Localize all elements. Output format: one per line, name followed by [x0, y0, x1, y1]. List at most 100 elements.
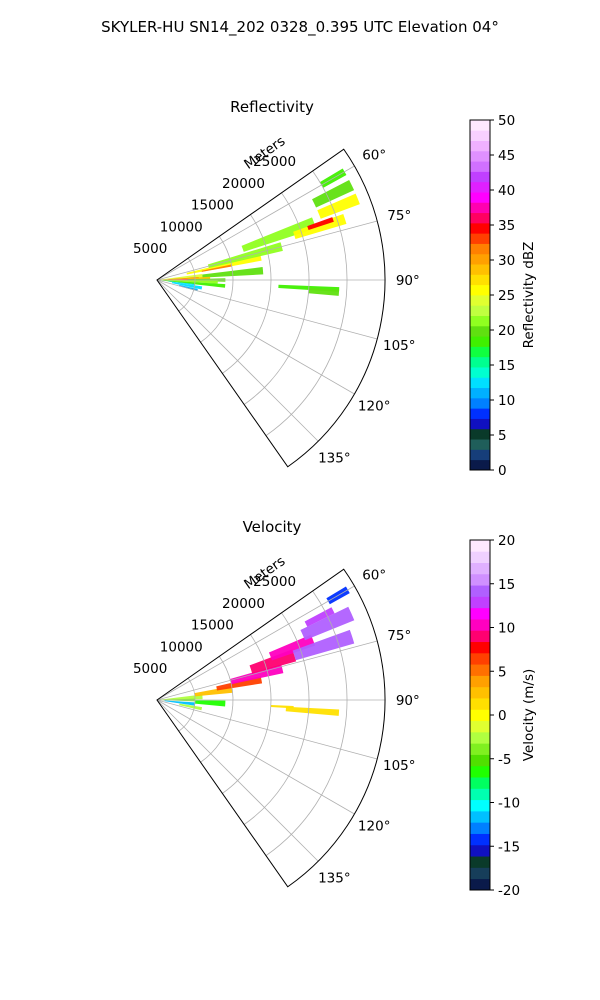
reflectivity-colorbar: 0 5 10 15 20 25 30 35 40 45 50 Reflectivity dBZ [469, 113, 537, 479]
colorbar-segment [470, 652, 490, 665]
colorbar-segment [470, 192, 490, 203]
data-cell [270, 704, 294, 709]
data-cell [179, 703, 203, 711]
colorbar-segment [470, 833, 490, 846]
colorbar-segment [470, 130, 490, 141]
theta-tick-label: 90° [396, 273, 420, 289]
colorbar-segment [470, 387, 490, 399]
colorbar-tick-label: 5 [498, 428, 507, 444]
colorbar-label: Velocity (m/s) [521, 669, 537, 762]
colorbar-segment [470, 418, 490, 430]
theta-tick-label: 75° [387, 628, 411, 644]
r-tick-label: 15000 [191, 618, 234, 634]
colorbar-segment [470, 562, 490, 575]
radial-gridline [222, 634, 272, 794]
angular-gridline [156, 699, 355, 815]
colorbar-segment [470, 274, 490, 286]
colorbar-tick-label: 45 [498, 148, 515, 164]
data-cell [164, 700, 195, 706]
colorbar-tick-label: -10 [498, 796, 520, 812]
colorbar-segment [470, 305, 490, 316]
colorbar-tick-label: 0 [498, 708, 507, 724]
colorbar-segment [470, 619, 490, 631]
colorbar-segment [470, 698, 490, 710]
angular-gridline [156, 279, 319, 442]
colorbar-segment [470, 641, 490, 654]
data-cell [157, 694, 203, 700]
colorbar-segment [470, 243, 490, 255]
colorbar-segment [470, 212, 490, 224]
colorbar-segment [470, 765, 490, 778]
data-cell [168, 281, 195, 286]
colorbar-segment [470, 120, 490, 131]
data-cell [317, 193, 360, 219]
colorbar-tick-label: 10 [498, 393, 515, 409]
colorbar-segment [470, 295, 490, 306]
data-cell [292, 629, 355, 661]
colorbar-segment [470, 346, 490, 358]
colorbar-segment [470, 777, 490, 789]
r-tick-label: 5000 [133, 241, 167, 257]
colorbar-tick-label: 10 [498, 621, 515, 637]
colorbar-tick-label: -15 [498, 839, 520, 855]
theta-tick-label: 105° [383, 338, 416, 354]
angular-gridline [156, 640, 378, 701]
colorbar-segment [470, 253, 490, 265]
colorbar-tick-label: 40 [498, 183, 515, 199]
r-tick-label: 10000 [160, 219, 203, 235]
colorbar-segment [470, 743, 490, 755]
data-cell [300, 606, 355, 641]
velocity-colorbar: -20 -15 -10 -5 0 5 10 15 20 Velocity (m/s) [469, 533, 537, 899]
colorbar-tick-label: 30 [498, 253, 515, 269]
theta-tick-label: 120° [358, 818, 391, 834]
data-cell [307, 217, 334, 231]
data-cell [157, 280, 218, 284]
colorbar-segment [470, 585, 490, 597]
colorbar-segment [470, 336, 490, 347]
colorbar-segment [470, 222, 490, 234]
theta-tick-label: 75° [387, 208, 411, 224]
colorbar-segment [470, 356, 490, 368]
colorbar-segment [470, 233, 490, 244]
angular-gridline [156, 699, 378, 760]
colorbar-segment [470, 754, 490, 767]
colorbar-segment [470, 161, 490, 172]
r-tick-label: 5000 [133, 661, 167, 677]
radial-gridline [200, 656, 234, 763]
theta-tick-label: 135° [318, 450, 351, 466]
data-cell [285, 706, 340, 716]
colorbar-segment [470, 315, 490, 327]
sector-outline [156, 148, 386, 468]
colorbar-segment [470, 709, 490, 722]
colorbar-tick-label: 0 [498, 463, 507, 479]
colorbar-tick-label: -5 [498, 752, 511, 768]
colorbar-tick-label: 15 [498, 577, 515, 593]
colorbar-segment [470, 377, 490, 389]
colorbar-tick-label: 20 [498, 533, 515, 549]
panel-title: Reflectivity [230, 98, 314, 116]
data-cell [312, 179, 355, 208]
colorbar-segment [470, 799, 490, 812]
angular-gridline [156, 279, 355, 395]
colorbar-segment [470, 408, 490, 419]
colorbar-segment [470, 675, 490, 688]
theta-tick-label: 135° [318, 870, 351, 886]
colorbar-segment [470, 788, 490, 801]
angular-gridline [156, 220, 378, 281]
colorbar-segment [470, 810, 490, 823]
panel-title: Velocity [243, 518, 302, 536]
r-tick-label: 15000 [191, 198, 234, 214]
colorbar-tick-label: 15 [498, 358, 515, 374]
data-cell [194, 700, 226, 707]
colorbar-segment [470, 367, 490, 378]
colorbar-segment [470, 607, 490, 620]
r-tick-label: 25000 [253, 154, 296, 170]
data-cell [201, 264, 232, 272]
colorbar-segment [470, 140, 490, 152]
colorbar-label: Reflectivity dBZ [521, 242, 537, 349]
colorbar-tick-label: 5 [498, 664, 507, 680]
reflectivity-panel: Reflectivity500010000150002000025000Mete… [133, 98, 420, 468]
colorbar-segment [470, 664, 490, 676]
